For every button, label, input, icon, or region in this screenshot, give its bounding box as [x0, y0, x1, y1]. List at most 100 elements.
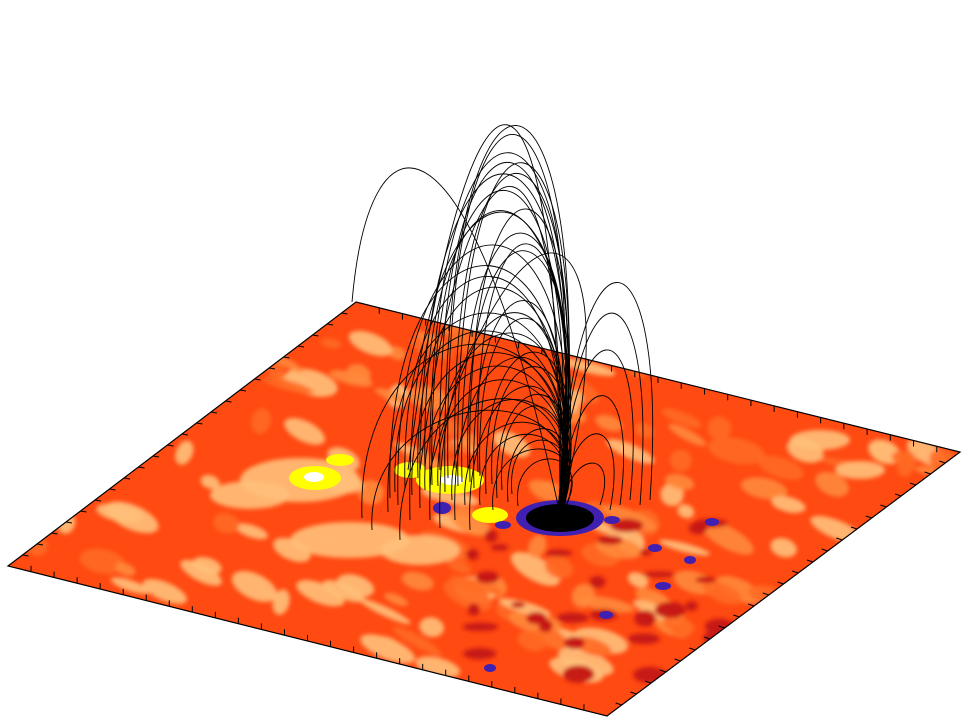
- tick-mark: [36, 543, 44, 546]
- contour-patch: [446, 558, 472, 574]
- contour-patch: [175, 440, 194, 465]
- positive-peak: [304, 472, 324, 482]
- negative-patch: [510, 601, 526, 608]
- tick-mark: [909, 482, 917, 486]
- contour-patch: [701, 520, 754, 555]
- negative-spot: [684, 556, 696, 564]
- contour-patch: [627, 572, 649, 588]
- contour-patch: [427, 439, 472, 453]
- contour-patch: [419, 617, 444, 638]
- contour-patch: [677, 504, 695, 519]
- contour-patch: [510, 551, 560, 586]
- tick-mark: [703, 636, 711, 640]
- tick-mark: [196, 422, 203, 425]
- contour-patch: [231, 570, 277, 602]
- field-line: [407, 124, 561, 515]
- contour-patch: [406, 450, 442, 474]
- negative-patch: [556, 612, 589, 623]
- contour-patch: [443, 579, 493, 611]
- tick-mark: [312, 334, 319, 337]
- pale-patch: [835, 461, 885, 479]
- negative-spot: [599, 611, 613, 619]
- contour-patch: [659, 539, 710, 556]
- contour-patch: [740, 477, 788, 500]
- tick-mark: [109, 488, 116, 491]
- tick-mark: [659, 669, 666, 673]
- field-line: [517, 458, 573, 515]
- tick-mark: [836, 537, 843, 541]
- field-line: [491, 366, 572, 515]
- contour-patch: [449, 575, 503, 595]
- contour-patch: [115, 562, 136, 576]
- field-line: [559, 282, 654, 513]
- contour-patch: [661, 408, 702, 428]
- tick-mark: [924, 471, 931, 475]
- negative-patch: [589, 575, 606, 588]
- contour-patch: [388, 346, 406, 361]
- contour-patch: [669, 449, 692, 472]
- negative-patch: [544, 549, 573, 557]
- tick-mark: [689, 647, 696, 651]
- contour-patch: [528, 534, 547, 558]
- contour-patch: [891, 450, 915, 467]
- contour-patch: [460, 433, 478, 449]
- negative-patch: [475, 571, 500, 584]
- field-line: [429, 252, 587, 515]
- contour-patch: [757, 455, 804, 480]
- tick-mark: [239, 389, 247, 392]
- field-line: [409, 211, 569, 521]
- positive-region: [472, 507, 508, 523]
- field-line: [387, 312, 567, 515]
- contour-patch: [770, 537, 797, 558]
- pale-patch: [210, 481, 290, 509]
- tick-mark: [210, 411, 218, 414]
- negative-patch: [484, 529, 498, 543]
- tick-mark: [152, 455, 160, 458]
- tick-mark: [762, 592, 769, 596]
- negative-core: [526, 504, 594, 532]
- tick-mark: [850, 526, 858, 530]
- contour-patch: [707, 437, 765, 465]
- contour-patch: [716, 575, 763, 604]
- negative-patch: [627, 633, 660, 645]
- tick-mark: [939, 460, 946, 464]
- contour-patch: [665, 473, 695, 491]
- field-line: [429, 152, 569, 515]
- negative-patch: [564, 636, 585, 650]
- negative-spot: [433, 502, 451, 514]
- field-line: [559, 462, 606, 513]
- negative-patch: [467, 603, 480, 616]
- field-line: [424, 210, 569, 515]
- tick-mark: [630, 691, 637, 695]
- field-line: [559, 349, 634, 513]
- tick-mark: [22, 554, 29, 557]
- contour-patch: [707, 416, 732, 440]
- contour-patch: [105, 501, 159, 534]
- contour-patch: [284, 417, 325, 445]
- tick-mark: [806, 559, 814, 563]
- pale-patch: [380, 535, 460, 565]
- tick-mark: [895, 493, 902, 497]
- contour-patch: [262, 377, 314, 394]
- contour-patch: [200, 475, 220, 489]
- contour-patch: [296, 580, 345, 607]
- field-line: [559, 433, 615, 513]
- field-line: [451, 399, 569, 515]
- contour-patch: [329, 370, 373, 387]
- tick-mark: [644, 680, 652, 684]
- contour-patch: [595, 414, 623, 432]
- tick-mark: [341, 312, 348, 315]
- contour-patch: [571, 583, 596, 609]
- contour-patch: [544, 555, 573, 579]
- tick-mark: [718, 625, 725, 629]
- tick-mark: [138, 466, 145, 469]
- field-line: [437, 379, 568, 515]
- tick-mark: [297, 345, 305, 348]
- negative-patch: [642, 571, 676, 578]
- negative-patch: [463, 648, 497, 660]
- contour-patch: [322, 580, 365, 603]
- pale-patch: [290, 522, 410, 558]
- tick-mark: [747, 603, 755, 607]
- tick-mark: [225, 400, 232, 403]
- negative-patch: [654, 601, 686, 619]
